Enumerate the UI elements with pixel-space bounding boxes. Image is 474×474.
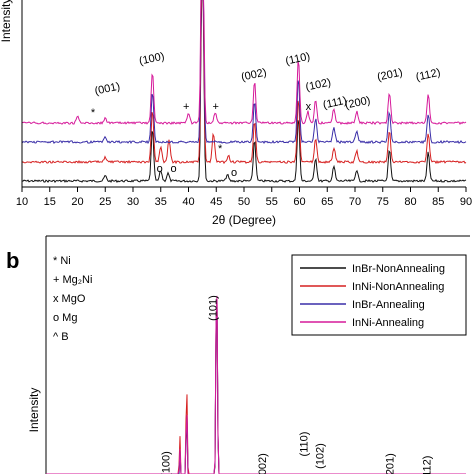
phase-marker-a: o (231, 167, 237, 179)
phase-marker-a: + (212, 101, 218, 113)
hkl-label-a: (002) (240, 67, 268, 84)
phase-marker-a: o (170, 163, 176, 175)
x-tick-label-a: 70 (349, 196, 361, 208)
x-tick-label-a: 25 (99, 196, 111, 208)
hkl-label-b: (201) (385, 453, 397, 474)
legend-label: InBr-NonAnnealing (352, 263, 445, 275)
hkl-label-b: (112) (421, 456, 433, 474)
x-tick-label-a: 80 (404, 196, 416, 208)
x-tick-label-a: 55 (266, 196, 278, 208)
phase-key-item: + Mg₂Ni (53, 274, 92, 286)
x-tick-label-a: 90 (460, 196, 472, 208)
panel-label-b: b (6, 248, 19, 273)
phase-key-item: o Mg (53, 312, 77, 324)
hkl-label-a: (100) (138, 51, 166, 68)
phase-marker-a: + (183, 101, 189, 113)
legend-label: InBr-Annealing (352, 299, 425, 311)
hkl-label-b: (002) (257, 453, 269, 474)
phase-marker-a: o (157, 163, 163, 175)
x-tick-label-a: 75 (377, 196, 389, 208)
hkl-label-b: (101) (208, 295, 220, 321)
hkl-label-a: (111) (322, 95, 348, 112)
x-axis-title-a: 2θ (Degree) (212, 213, 276, 227)
xrd-pattern-line-a-1 (21, 0, 467, 184)
x-tick-label-a: 60 (293, 196, 305, 208)
hkl-label-a: (112) (415, 67, 442, 84)
x-tick-label-a: 40 (182, 196, 194, 208)
hkl-label-a: (102) (304, 77, 332, 94)
x-tick-label-a: 15 (44, 196, 56, 208)
hkl-label-a: (201) (376, 67, 404, 84)
hkl-label-a: (200) (344, 95, 372, 112)
phase-marker-a: x (306, 101, 312, 113)
x-tick-label-a: 65 (321, 196, 333, 208)
xrd-pattern-line-a-3 (21, 0, 467, 145)
x-tick-label-a: 10 (16, 196, 28, 208)
hkl-label-b: (102) (315, 443, 327, 469)
x-tick-label-a: 35 (155, 196, 167, 208)
phase-key-item: * Ni (53, 255, 71, 267)
legend-label: InNi-Annealing (352, 317, 424, 329)
hkl-label-b: (110) (298, 432, 310, 457)
phase-key-item: ^ B (53, 331, 69, 343)
phase-marker-a: * (91, 107, 96, 119)
x-tick-label-a: 45 (210, 196, 222, 208)
x-tick-label-a: 30 (127, 196, 139, 208)
xrd-pattern-line-a-2 (21, 0, 467, 165)
y-axis-title-a: Intensity (0, 0, 13, 42)
hkl-label-b: (100) (160, 451, 172, 474)
hkl-label-a: (001) (94, 81, 122, 98)
x-tick-label-a: 20 (71, 196, 83, 208)
legend-label: InNi-NonAnnealing (352, 281, 444, 293)
x-tick-label-a: 50 (238, 196, 250, 208)
xrd-pattern-line-a-4 (21, 0, 467, 125)
y-axis-title-b: Intensity (27, 388, 41, 433)
hkl-label-a: (110) (284, 51, 311, 68)
phase-key-item: x MgO (53, 293, 86, 305)
x-tick-label-a: 85 (432, 196, 444, 208)
phase-marker-a: * (218, 143, 223, 155)
